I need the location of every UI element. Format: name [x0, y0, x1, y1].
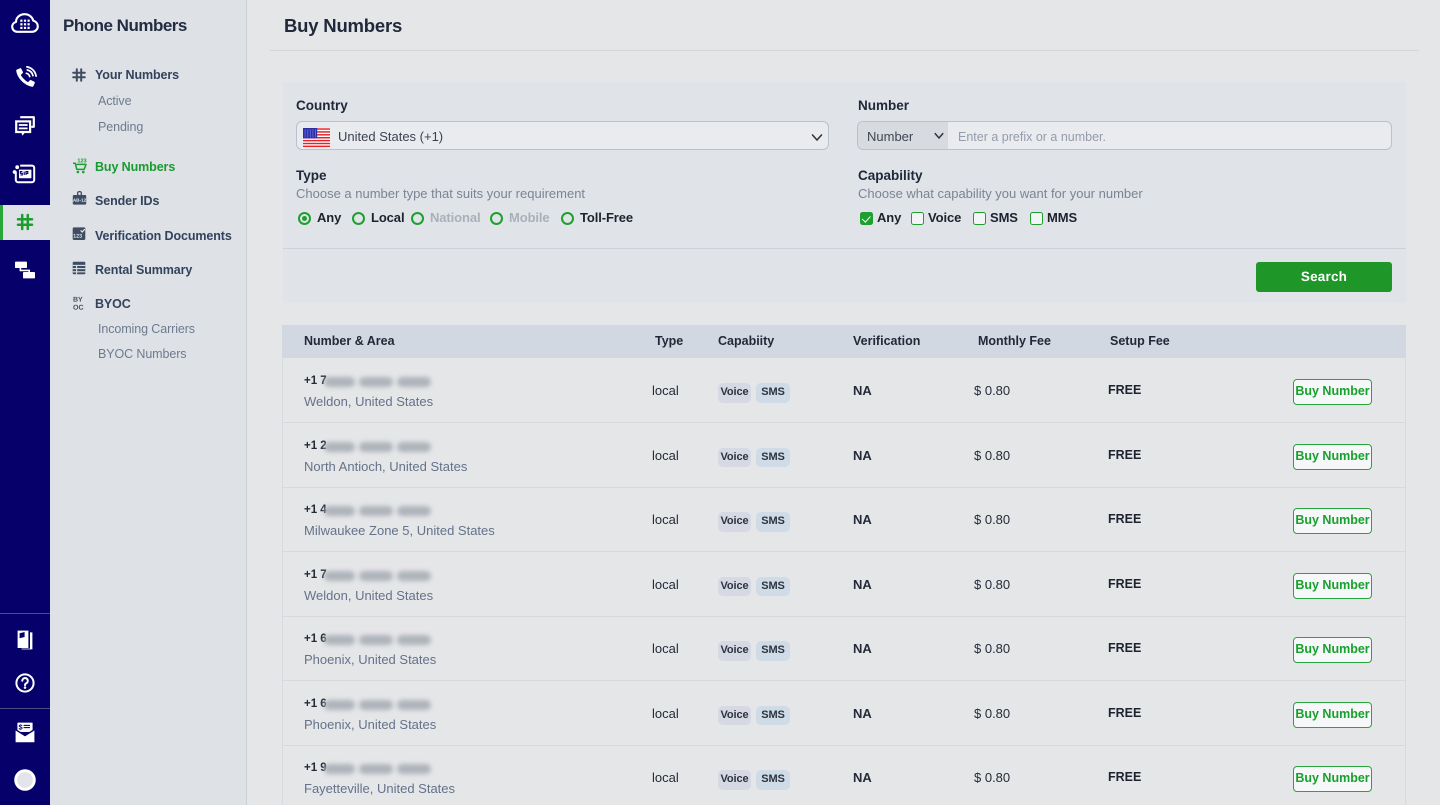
svg-text:123: 123 [73, 234, 82, 240]
svg-text:$: $ [19, 723, 23, 732]
svg-text:123: 123 [77, 158, 86, 164]
svg-text:AB-12: AB-12 [73, 198, 87, 203]
svg-text:OC: OC [73, 305, 84, 311]
svg-text:BY: BY [73, 297, 83, 304]
